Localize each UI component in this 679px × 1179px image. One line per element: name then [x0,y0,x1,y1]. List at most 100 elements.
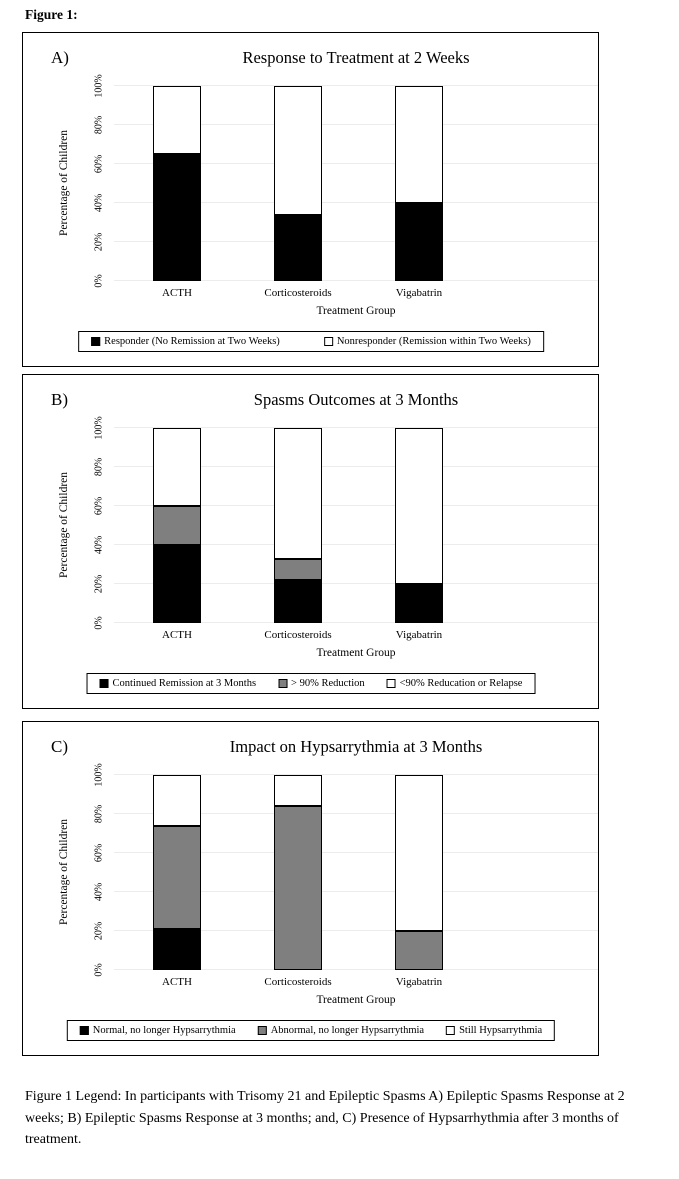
x-category-label: ACTH [162,287,192,299]
gridline [114,466,598,467]
stacked-bar-acth [153,428,201,623]
gridline [114,813,598,814]
legend-item: Still Hypsarrythmia [446,1025,542,1036]
legend-label: Still Hypsarrythmia [459,1025,543,1036]
gridline [114,85,598,86]
x-category-label: Vigabatrin [395,629,443,641]
stacked-bar-corticosteroids [274,428,322,623]
bar-segment [395,428,443,584]
x-category-label: ACTH [162,976,192,988]
stacked-bar-vigabatrin [395,428,443,623]
legend-swatch [79,1026,89,1035]
legend-swatch [278,679,288,688]
legend-box: Normal, no longer Hypsarrythmia Abnormal,… [66,1020,556,1041]
legend-swatch [323,337,333,346]
legend-label: Responder (No Remission at Two Weeks) [104,336,280,347]
bar-segment [274,558,322,581]
bar-segment [395,775,443,931]
legend-label: Nonresponder (Remission within Two Weeks… [336,336,531,347]
bar-segment [153,506,201,545]
chart-title: Response to Treatment at 2 Weeks [242,48,470,67]
legend-swatch [386,679,396,688]
legend-item: Abnormal, no longer Hypsarrythmia [257,1025,425,1036]
legend-item: Normal, no longer Hypsarrythmia [79,1025,236,1036]
bar-segment [274,428,322,559]
x-category-label: Corticosteroids [264,629,332,641]
legend-label: Normal, no longer Hypsarrythmia [92,1025,236,1036]
bar-segment [274,214,322,281]
bar-segment [274,806,322,970]
stacked-bar-corticosteroids [274,86,322,281]
stacked-bar-acth [153,86,201,281]
plot-area [114,427,598,623]
legend-box: Responder (No Remission at Two Weeks) Non… [78,331,544,352]
legend-item: Nonresponder (Remission within Two Weeks… [323,336,531,347]
bar-segment [395,86,443,203]
stacked-bar-vigabatrin [395,86,443,281]
panel-letter: B) [51,390,68,409]
panel-letter: A) [51,48,69,67]
x-axis-title: Treatment Group [316,647,396,659]
legend-item: > 90% Reduction [278,678,365,689]
panel-a: A) Response to Treatment at 2 Weeks Perc… [22,32,599,367]
bar-segment [395,584,443,623]
bar-segment [153,86,201,155]
bar-segment [153,428,201,506]
bar-segment [153,775,201,826]
bar-segment [153,825,201,930]
legend-item: <90% Reducation or Relapse [386,678,523,689]
figure-caption: Figure 1 Legend: In participants with Tr… [25,1089,625,1148]
x-axis-title: Treatment Group [316,994,396,1006]
x-axis-title: Treatment Group [316,305,396,317]
x-category-label: Corticosteroids [264,976,332,988]
legend-swatch [446,1026,456,1035]
legend-box: Continued Remission at 3 Months > 90% Red… [86,673,536,694]
gridline [114,969,598,970]
gridline [114,241,598,242]
gridline [114,124,598,125]
bar-segment [274,775,322,807]
gridline [114,202,598,203]
gridline [114,930,598,931]
legend-swatch [257,1026,267,1035]
bar-segment [274,86,322,215]
legend-swatch [99,679,109,688]
bar-segment [153,154,201,281]
gridline [114,774,598,775]
bar-segment [153,929,201,970]
gridline [114,505,598,506]
legend-label: Abnormal, no longer Hypsarrythmia [270,1025,425,1036]
legend-label: <90% Reducation or Relapse [399,678,523,689]
x-category-label: Vigabatrin [395,976,443,988]
gridline [114,622,598,623]
chart-title: Spasms Outcomes at 3 Months [253,390,459,409]
x-category-label: ACTH [162,629,192,641]
gridline [114,280,598,281]
chart-title: Impact on Hypsarrythmia at 3 Months [229,737,483,756]
gridline [114,544,598,545]
bar-segment [395,203,443,281]
panel-letter: C) [51,737,68,756]
panel-c: C) Impact on Hypsarrythmia at 3 Months P… [22,721,599,1056]
gridline [114,852,598,853]
bar-segment [153,545,201,623]
legend-swatch [91,337,101,346]
stacked-bar-acth [153,775,201,970]
legend-label: Continued Remission at 3 Months [112,678,257,689]
gridline [114,891,598,892]
x-category-label: Corticosteroids [264,287,332,299]
plot-area [114,85,598,281]
legend-item: Continued Remission at 3 Months [99,678,257,689]
panel-b: B) Spasms Outcomes at 3 Months Percentag… [22,374,599,709]
gridline [114,163,598,164]
bar-segment [395,931,443,970]
x-category-label: Vigabatrin [395,287,443,299]
legend-label: > 90% Reduction [291,678,365,689]
stacked-bar-vigabatrin [395,775,443,970]
bar-segment [274,580,322,623]
gridline [114,583,598,584]
plot-area [114,774,598,970]
legend-item: Responder (No Remission at Two Weeks) [91,336,280,347]
stacked-bar-corticosteroids [274,775,322,970]
figure-label: Figure 1: [25,7,78,22]
